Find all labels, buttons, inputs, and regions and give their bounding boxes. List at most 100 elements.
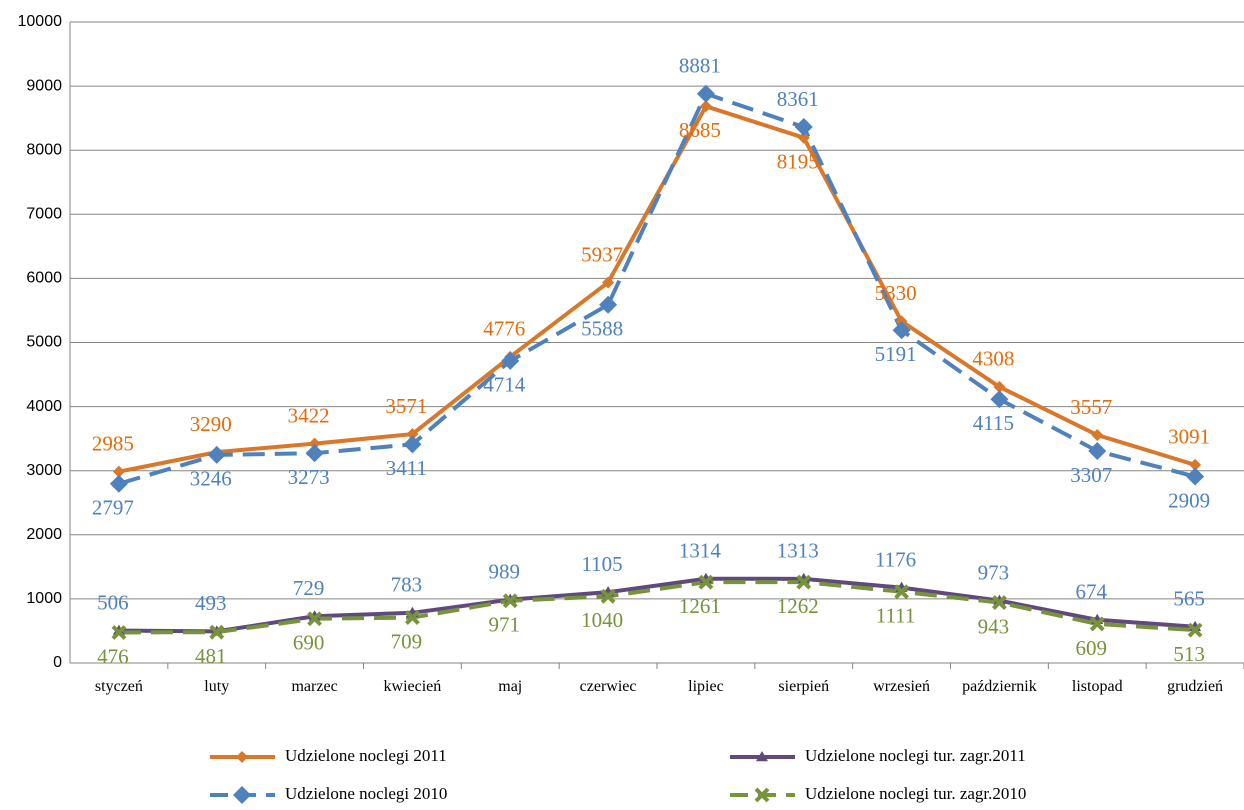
series-line [118, 103, 1196, 474]
data-label: 609 [1076, 636, 1108, 660]
data-label: 674 [1076, 580, 1108, 604]
legend-label: Udzielone noclegi tur. zagr.2011 [805, 746, 1026, 765]
marker [501, 351, 520, 370]
data-label: 783 [391, 573, 423, 597]
marker [111, 625, 127, 640]
marker [698, 574, 714, 590]
data-label: 709 [391, 629, 423, 653]
data-label: 943 [978, 614, 1010, 638]
data-label: 1105 [581, 552, 622, 576]
data-label: 989 [489, 559, 521, 583]
data-label: 4714 [483, 373, 526, 397]
y-tick-label: 3000 [26, 462, 62, 479]
data-label: 513 [1173, 642, 1205, 666]
data-label: 476 [97, 644, 129, 668]
marker [1189, 458, 1202, 471]
marker [406, 428, 419, 441]
data-label: 5191 [875, 342, 917, 366]
data-label: 1040 [581, 608, 623, 632]
marker [756, 751, 768, 762]
y-tick-label: 10000 [18, 13, 63, 30]
marker [1186, 467, 1205, 486]
marker [308, 437, 321, 450]
x-tick-label: październik [962, 678, 1037, 695]
marker [305, 444, 324, 463]
data-label: 5588 [581, 317, 623, 341]
y-tick-label: 8000 [26, 141, 62, 158]
x-tick-label: luty [204, 678, 229, 695]
data-label: 3557 [1070, 395, 1112, 419]
y-tick-label: 0 [53, 654, 62, 671]
marker [236, 751, 248, 763]
marker [1088, 442, 1107, 461]
marker [602, 276, 615, 289]
marker [699, 100, 712, 113]
data-label: 729 [293, 576, 325, 600]
y-tick-label: 5000 [26, 334, 62, 351]
marker [1187, 622, 1203, 638]
data-label: 5330 [875, 281, 917, 305]
marker [990, 390, 1009, 409]
marker [892, 321, 911, 340]
data-label: 5937 [581, 242, 623, 266]
marker [797, 131, 810, 144]
data-label: 3422 [288, 403, 330, 427]
data-label: 1262 [777, 594, 819, 618]
data-label: 973 [978, 560, 1010, 584]
marker [794, 118, 813, 137]
x-tick-label: marzec [291, 678, 337, 695]
data-label: 971 [489, 613, 521, 637]
legend-label: Udzielone noclegi 2011 [285, 746, 447, 765]
x-tick-label: lipiec [688, 678, 724, 695]
marker [502, 593, 518, 609]
data-label: 2909 [1168, 488, 1210, 512]
marker [405, 610, 420, 625]
marker [109, 474, 128, 493]
data-label: 1111 [876, 604, 916, 628]
data-label: 4115 [973, 411, 1014, 435]
data-label: 506 [97, 590, 129, 614]
data-label: 2797 [92, 496, 134, 520]
marker [1089, 616, 1105, 632]
y-tick-label: 6000 [26, 270, 62, 287]
marker [207, 445, 226, 464]
marker [754, 787, 770, 803]
y-tick-label: 1000 [26, 590, 62, 607]
data-label: 565 [1173, 587, 1205, 611]
x-tick-label: listopad [1072, 678, 1123, 695]
data-label: 8881 [679, 54, 721, 78]
series-line [118, 576, 1196, 634]
data-label: 4776 [483, 317, 525, 341]
marker [894, 584, 909, 600]
x-tick-label: sierpień [778, 678, 829, 695]
data-label: 3273 [288, 465, 330, 489]
x-tick-label: styczeń [95, 678, 143, 695]
data-label: 493 [195, 591, 227, 615]
marker [403, 435, 422, 454]
y-tick-label: 7000 [26, 206, 62, 223]
data-label: 8195 [777, 150, 819, 174]
data-label: 3307 [1070, 463, 1112, 487]
marker [796, 574, 812, 590]
x-tick-label: czerwiec [580, 678, 637, 695]
series-line [118, 91, 1196, 486]
y-tick-label: 4000 [26, 398, 62, 415]
data-label: 1261 [679, 594, 721, 618]
data-label: 1176 [875, 547, 916, 571]
data-label: 2985 [92, 431, 134, 455]
data-label: 4308 [972, 347, 1014, 371]
legend-label: Udzielone noclegi 2010 [285, 784, 447, 803]
marker [112, 465, 125, 478]
marker [209, 624, 225, 640]
marker [1091, 428, 1104, 441]
data-label: 3571 [385, 394, 427, 418]
data-label: 3290 [190, 412, 232, 436]
marker [992, 595, 1007, 610]
marker [993, 380, 1006, 393]
data-label: 1313 [777, 539, 819, 563]
x-tick-label: kwiecień [384, 678, 442, 695]
legend-label: Udzielone noclegi tur. zagr.2010 [805, 784, 1026, 803]
y-tick-label: 9000 [26, 77, 62, 94]
data-label: 3246 [190, 467, 232, 491]
